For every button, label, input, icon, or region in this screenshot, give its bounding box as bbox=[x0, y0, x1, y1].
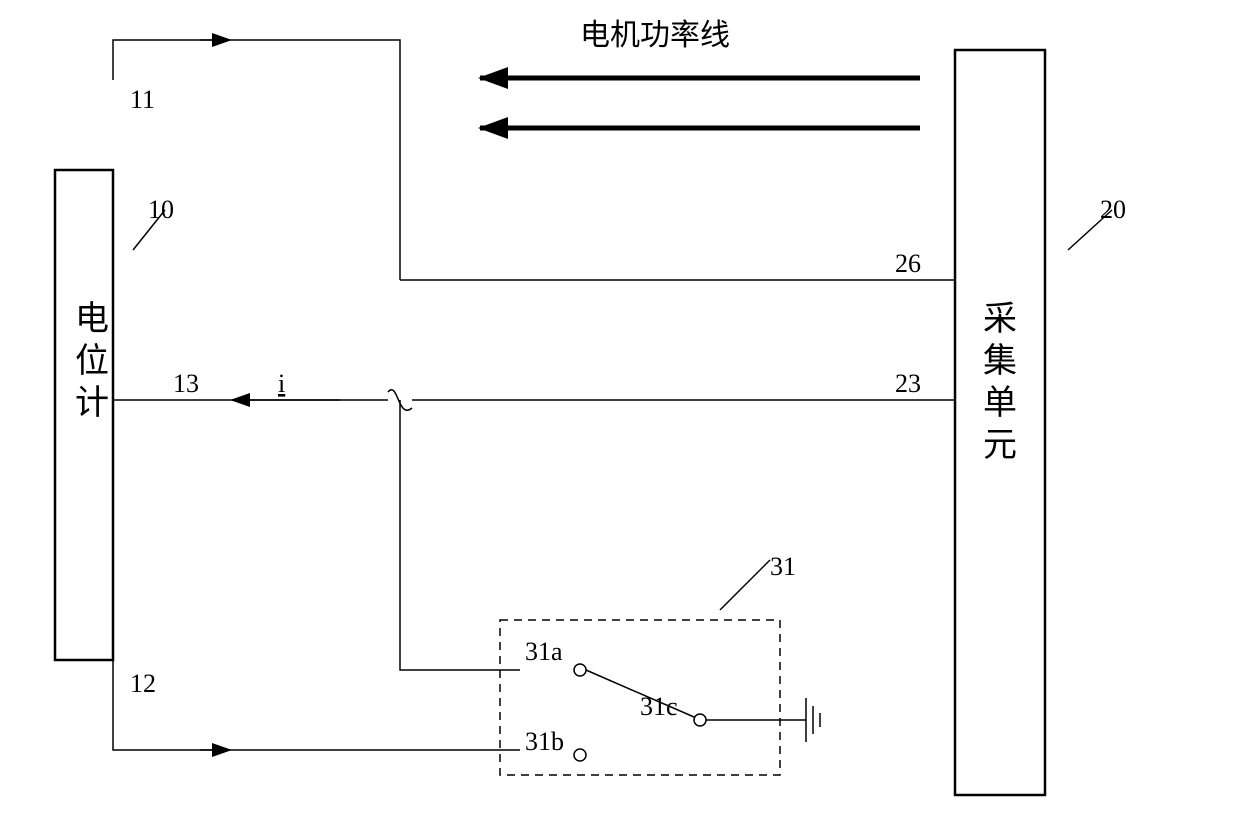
acquisition-unit-block-label: 采 bbox=[983, 301, 1017, 338]
acquisition-unit-block-label: 单 bbox=[983, 385, 1017, 422]
current-label: i bbox=[278, 369, 285, 398]
acquisition-unit-block-label: 元 bbox=[983, 427, 1017, 464]
label-31: 31 bbox=[770, 552, 796, 581]
label-12: 12 bbox=[130, 669, 156, 698]
label-31-leader bbox=[720, 560, 770, 610]
potentiometer-block-label: 电 bbox=[75, 300, 109, 338]
switch-terminal-31b bbox=[574, 749, 586, 761]
wire-bottom bbox=[113, 660, 520, 750]
circuit-diagram: 电位计 采集单元 电机功率线 i 11 10 13 12 26 23 20 31 31a 31b 31c bbox=[0, 0, 1240, 838]
label-26: 26 bbox=[895, 249, 921, 278]
label-20: 20 bbox=[1100, 195, 1126, 224]
label-10: 10 bbox=[148, 195, 174, 224]
potentiometer-block-label: 位 bbox=[75, 342, 109, 380]
wire-to-31a bbox=[400, 400, 520, 670]
label-31c: 31c bbox=[640, 692, 678, 721]
label-11: 11 bbox=[130, 85, 155, 114]
label-23: 23 bbox=[895, 369, 921, 398]
label-31b: 31b bbox=[525, 727, 564, 756]
label-20-leader bbox=[1068, 210, 1112, 250]
potentiometer-block-label: 计 bbox=[75, 385, 109, 422]
switch-terminal-31c bbox=[694, 714, 706, 726]
motor-power-line-label: 电机功率线 bbox=[580, 19, 730, 52]
label-31a: 31a bbox=[525, 637, 563, 666]
label-13: 13 bbox=[173, 369, 199, 398]
wire-top bbox=[113, 40, 400, 280]
acquisition-unit-block-label: 集 bbox=[983, 342, 1017, 380]
switch-terminal-31a bbox=[574, 664, 586, 676]
acquisition-unit-block bbox=[955, 50, 1045, 795]
